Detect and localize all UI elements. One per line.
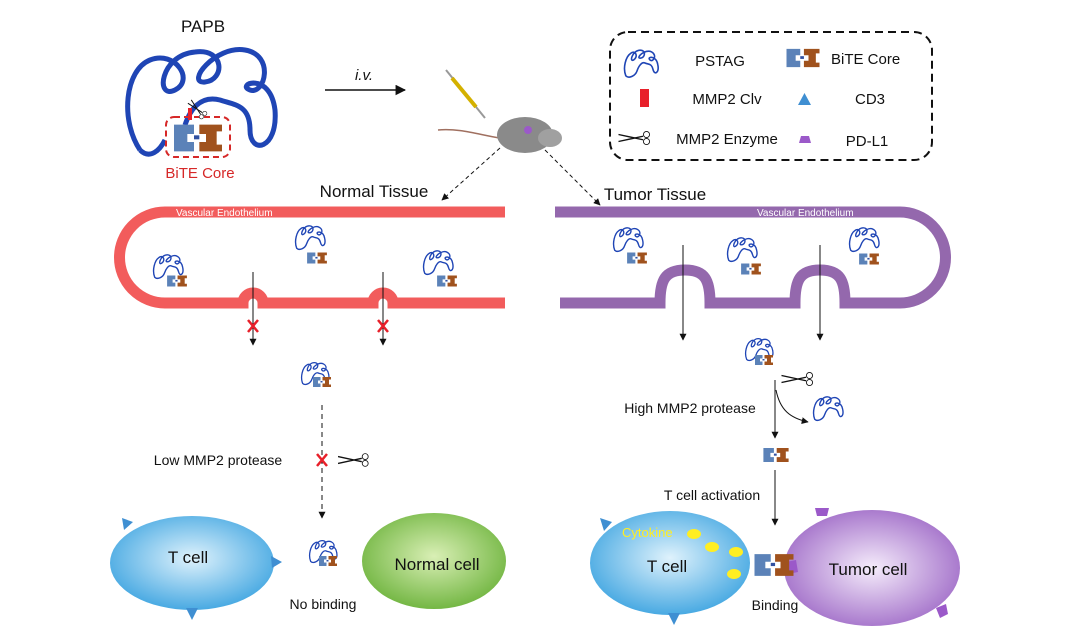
- legend-mmp2-clv: MMP2 Clv: [692, 91, 762, 108]
- normal-tissue-title: Normal Tissue: [320, 182, 429, 201]
- bite-core-icon: [754, 554, 794, 576]
- red-x-icon: [247, 319, 259, 333]
- bite-core-icon: [786, 48, 820, 68]
- pstag-icon: [612, 227, 644, 253]
- t-cell-label: T cell: [168, 548, 208, 567]
- t-cell: [110, 516, 274, 610]
- low-mmp2-label: Low MMP2 protease: [154, 452, 283, 468]
- papb-coil-icon: [125, 47, 278, 157]
- bite-core-icon: [307, 252, 327, 264]
- pstag-icon: [726, 237, 758, 263]
- bite-core-icon: [319, 556, 337, 566]
- bite-core-icon: [437, 275, 457, 287]
- normal-vessel: [114, 206, 505, 309]
- legend-pstag: PSTAG: [695, 53, 745, 70]
- bite-core-label: BiTE Core: [165, 165, 234, 182]
- red-x-icon: [377, 319, 389, 333]
- tumor-cell-label: Tumor cell: [829, 560, 908, 579]
- no-binding-label: No binding: [290, 596, 357, 612]
- arrow-to-normal: [441, 147, 501, 201]
- pstag-icon: [812, 396, 844, 422]
- tumor-tissue-title: Tumor Tissue: [604, 185, 706, 204]
- cd3-icon: [600, 518, 680, 625]
- scissors-icon: [617, 131, 651, 145]
- pstag-coil-icon: [623, 49, 660, 79]
- bite-core-icon: [859, 253, 879, 265]
- legend-mmp2-enzyme: MMP2 Enzyme: [676, 131, 778, 148]
- tumor-cell: [784, 510, 960, 626]
- scissors-icon: [780, 372, 814, 386]
- high-mmp2-label: High MMP2 protease: [624, 400, 756, 416]
- legend-bite-core: BiTE Core: [831, 51, 900, 68]
- papb-title: PAPB: [181, 17, 225, 36]
- legend-pd-l1: PD-L1: [846, 133, 889, 150]
- tumor-vessel-label: Vascular Endothelium: [757, 208, 854, 219]
- bite-core-icon: [627, 252, 647, 264]
- tumor-t-cell-label: T cell: [647, 557, 687, 576]
- cytokine-icons: [687, 529, 743, 579]
- bite-core-icon: [741, 263, 761, 275]
- blue-triangle-icon: [798, 93, 811, 105]
- normal-cell: [362, 513, 506, 609]
- bite-core-icon: [174, 124, 222, 152]
- tumor-vessel: [555, 206, 951, 309]
- bite-core-icon: [167, 275, 187, 287]
- legend: PSTAG BiTE Core MMP2 Clv CD3 MMP2 Enzyme…: [609, 31, 933, 161]
- purple-trapezoid-icon: [799, 136, 811, 143]
- pstag-icon: [152, 254, 184, 280]
- mmp2-clv-icon: [188, 108, 192, 120]
- pstag-icon: [422, 250, 454, 276]
- release-arrow: [775, 389, 809, 425]
- binding-label: Binding: [752, 597, 799, 613]
- normal-vessel-label: Vascular Endothelium: [176, 208, 273, 219]
- bite-core-icon: [313, 377, 331, 387]
- t-cell: [590, 511, 750, 615]
- mouse-icon: [437, 117, 562, 153]
- bite-core-icon: [755, 355, 773, 365]
- iv-label: i.v.: [355, 67, 373, 84]
- red-bar-icon: [640, 89, 649, 107]
- t-cell-activation-label: T cell activation: [664, 487, 760, 503]
- legend-cd3: CD3: [855, 91, 885, 108]
- normal-cell-label: Normal cell: [394, 555, 479, 574]
- syringe-icon: [445, 69, 486, 119]
- bite-core-icon: [763, 448, 789, 462]
- pstag-icon: [848, 227, 880, 253]
- bite-core-box: [165, 116, 231, 158]
- pstag-icon: [294, 225, 326, 251]
- red-x-icon: [316, 453, 328, 467]
- arrow-to-tumor: [544, 149, 601, 206]
- scissors-icon: [338, 453, 369, 467]
- cytokine-label: Cytokine: [622, 525, 673, 540]
